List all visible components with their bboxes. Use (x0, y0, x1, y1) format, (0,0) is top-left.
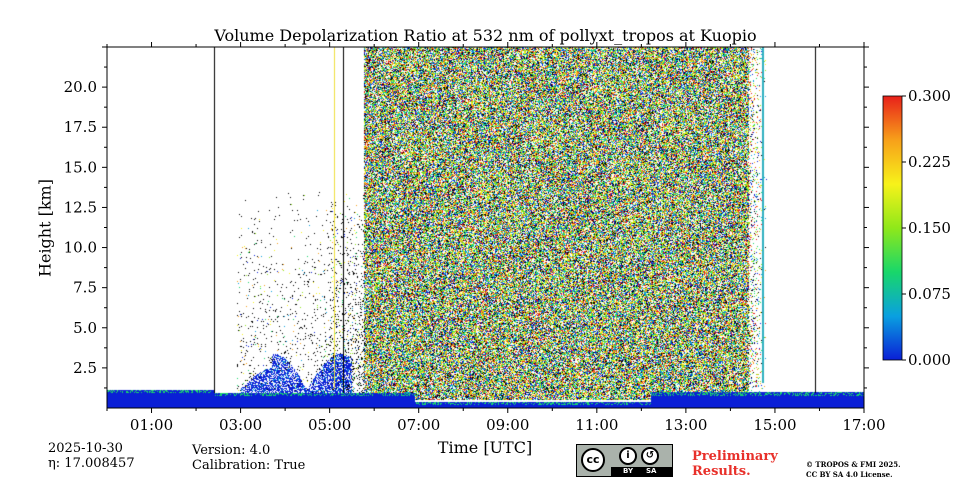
cc-label-strip: BY SA (611, 467, 672, 476)
x-tick-label: 13:00 (664, 416, 707, 434)
share-alike-icon: ↺ (641, 447, 659, 465)
copyright-line2: CC BY SA 4.0 License. (806, 470, 893, 479)
x-tick-label: 05:00 (308, 416, 351, 434)
plot-frame (106, 46, 865, 409)
x-tick-label: 07:00 (397, 416, 440, 434)
plot-area (107, 47, 864, 408)
colorbar-tick-label: 0.150 (908, 219, 951, 237)
x-tick-label: 15:00 (753, 416, 796, 434)
cc-license-badge: cc i ↺ BY SA (576, 444, 673, 477)
version-text: Version: 4.0 (192, 443, 271, 458)
y-tick-label: 10.0 (64, 239, 97, 257)
depolarization-heatmap (107, 47, 864, 408)
date-info: 2025-10-30 η: 17.008457 (48, 441, 135, 471)
x-tick-label: 09:00 (486, 416, 529, 434)
colorbar-gradient (882, 95, 903, 361)
y-axis-ticks: 2.5 5.0 7.5 10.0 12.5 15.0 17.5 20.0 (64, 46, 869, 389)
date-text: 2025-10-30 (48, 441, 123, 456)
x-tick-label: 01:00 (130, 416, 173, 434)
by-person-icon: i (619, 447, 637, 465)
x-tick-label: 11:00 (575, 416, 618, 434)
colorbar-ticks: 0.000 0.075 0.150 0.225 0.300 (902, 87, 951, 369)
copyright-note: © TROPOS & FMI 2025. CC BY SA 4.0 Licens… (806, 460, 901, 480)
y-tick-label: 5.0 (73, 319, 97, 337)
eta-text: η: 17.008457 (48, 456, 135, 471)
x-tick-label: 03:00 (219, 416, 262, 434)
by-label: BY (623, 467, 634, 475)
x-axis-label: Time [UTC] (437, 438, 533, 457)
x-axis-ticks: 01:00 03:00 05:00 07:00 09:00 11:00 13:00 15:00… (106, 42, 886, 434)
colorbar-tick-label: 0.300 (908, 87, 951, 105)
cc-icon: cc (581, 448, 605, 472)
y-tick-label: 12.5 (64, 198, 97, 216)
copyright-line1: © TROPOS & FMI 2025. (806, 460, 901, 469)
colorbar-tick-label: 0.075 (908, 285, 951, 303)
x-tick-label: 17:00 (842, 416, 885, 434)
sa-label: SA (646, 467, 657, 475)
colorbar: 0.000 0.075 0.150 0.225 0.300 (882, 87, 951, 369)
preliminary-line1: Preliminary (692, 449, 778, 464)
preliminary-line2: Results. (692, 464, 751, 479)
y-tick-label: 7.5 (73, 279, 97, 297)
version-info: Version: 4.0 Calibration: True (192, 443, 305, 473)
y-tick-label: 2.5 (73, 359, 97, 377)
calibration-text: Calibration: True (192, 458, 306, 473)
colorbar-tick-label: 0.000 (908, 351, 951, 369)
preliminary-results-note: Preliminary Results. (692, 449, 778, 479)
y-tick-label: 20.0 (64, 78, 97, 96)
chart-title: Volume Depolarization Ratio at 532 nm of… (214, 26, 757, 45)
y-axis-label: Height [km] (35, 179, 55, 277)
y-tick-label: 17.5 (64, 118, 97, 136)
y-tick-label: 15.0 (64, 158, 97, 176)
colorbar-tick-label: 0.225 (908, 153, 951, 171)
